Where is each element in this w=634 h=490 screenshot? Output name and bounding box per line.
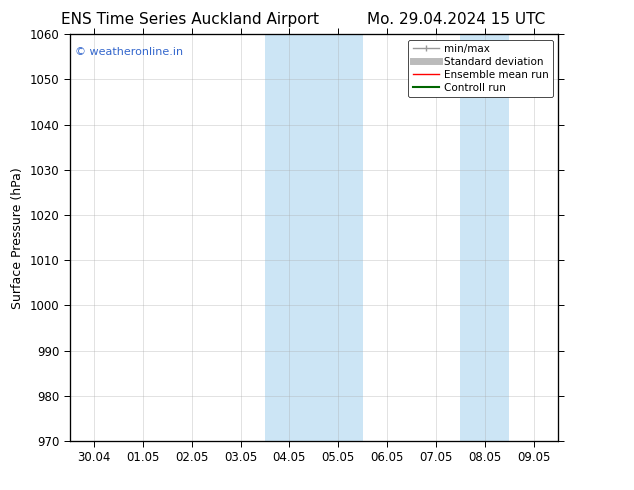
Text: Mo. 29.04.2024 15 UTC: Mo. 29.04.2024 15 UTC (367, 12, 546, 27)
Text: © weatheronline.in: © weatheronline.in (75, 47, 183, 56)
Bar (460, 34, 509, 441)
Legend: min/max, Standard deviation, Ensemble mean run, Controll run: min/max, Standard deviation, Ensemble me… (408, 40, 553, 97)
Y-axis label: Surface Pressure (hPa): Surface Pressure (hPa) (11, 167, 24, 309)
Bar (265, 34, 363, 441)
Text: ENS Time Series Auckland Airport: ENS Time Series Auckland Airport (61, 12, 319, 27)
